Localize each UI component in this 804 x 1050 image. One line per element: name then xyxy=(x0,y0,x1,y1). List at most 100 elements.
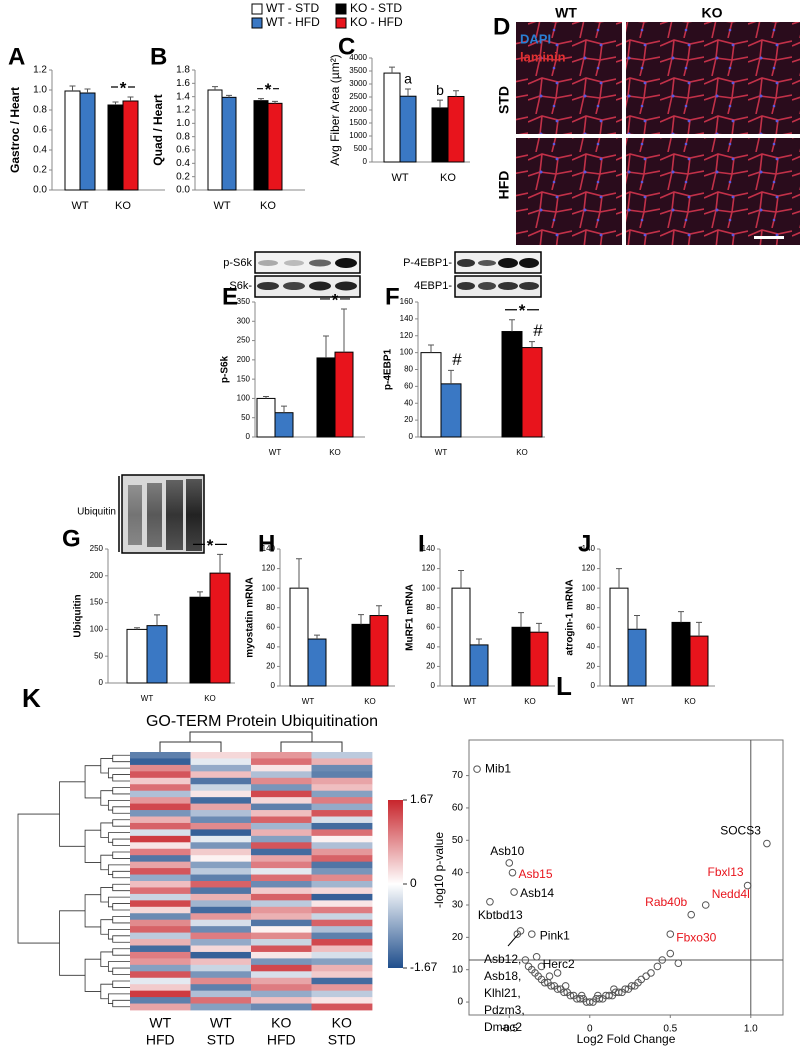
blot-label: P-4EBP1- xyxy=(403,257,452,269)
error-bar xyxy=(323,335,329,358)
y-tick-label: 20 xyxy=(266,662,275,671)
error-bar xyxy=(197,591,203,598)
heatmap-cell xyxy=(130,874,191,882)
dendrogram-branch xyxy=(112,999,130,1008)
dendrogram-branch xyxy=(17,813,60,944)
point xyxy=(528,930,536,938)
blot-frame xyxy=(254,251,361,274)
error-bar xyxy=(476,638,482,645)
heatmap-cell xyxy=(251,984,312,992)
heatmap-cell xyxy=(130,906,191,914)
heatmap-cell xyxy=(130,822,191,830)
blot-band xyxy=(519,282,539,290)
heatmap-cell xyxy=(251,951,312,959)
y-tick-label: 80 xyxy=(404,365,413,374)
bar xyxy=(253,100,269,191)
chart-title: GO-TERM Protein Ubiquitination xyxy=(146,713,378,730)
column-label: KO xyxy=(702,5,723,21)
heatmap-cell xyxy=(130,803,191,811)
x-tick-label: 0 xyxy=(587,1024,593,1035)
heatmap-cell xyxy=(130,977,191,985)
blot-band xyxy=(498,282,518,290)
column-label: WT xyxy=(555,5,577,21)
point-label: Asb15 xyxy=(518,867,552,881)
micrograph xyxy=(626,22,800,134)
heatmap-cell xyxy=(130,855,191,863)
heatmap-cell xyxy=(190,822,252,830)
error-bar xyxy=(458,570,464,589)
dendrogram-branch xyxy=(112,935,130,943)
heatmap-cell xyxy=(311,848,373,856)
y-tick-label: 100 xyxy=(422,583,436,592)
heatmap-cell xyxy=(130,784,191,792)
heatmap-cell xyxy=(130,997,191,1004)
heatmap-cell xyxy=(190,971,252,979)
heatmap-cell xyxy=(311,822,373,830)
heatmap-cell xyxy=(190,945,252,953)
error-bar xyxy=(678,611,684,623)
dendrogram xyxy=(159,731,343,752)
dendrogram-branch xyxy=(100,983,113,1000)
heatmap-cell xyxy=(190,868,252,875)
y-tick-label: 150 xyxy=(237,374,251,383)
panel-letter: H xyxy=(258,530,275,557)
stain-label: DAPI xyxy=(520,31,551,46)
bar xyxy=(351,623,371,687)
y-tick-label: 120 xyxy=(400,331,414,340)
blot-band xyxy=(257,282,279,290)
point xyxy=(674,959,683,968)
dendrogram-branch xyxy=(112,787,130,795)
bar xyxy=(383,72,401,163)
blot-label: p-S6k xyxy=(223,257,252,269)
y-tick-label: 0.0 xyxy=(176,185,190,196)
x-tick-label: KO xyxy=(329,448,341,457)
heatmap-cell xyxy=(251,926,312,933)
blot-lane xyxy=(128,485,142,545)
bar xyxy=(671,621,691,687)
y-tick-label: 80 xyxy=(426,603,435,612)
bar xyxy=(521,347,543,438)
point-label: Fbxl13 xyxy=(708,865,744,879)
heatmap-cell xyxy=(311,803,373,811)
x-tick-label: WT xyxy=(71,200,88,212)
point xyxy=(594,991,602,1000)
y-tick-label: 120 xyxy=(262,564,276,573)
heatmap-cell xyxy=(190,997,252,1004)
heatmap-cell xyxy=(311,977,373,985)
blot-band xyxy=(478,282,496,290)
heatmap-cell xyxy=(311,764,373,772)
heatmap-cell xyxy=(251,752,312,759)
y-tick-label: 0.2 xyxy=(176,171,190,182)
blot-frame xyxy=(254,275,361,298)
panel-letter: K xyxy=(22,683,41,713)
bar xyxy=(207,89,223,191)
panel-letter: G xyxy=(62,525,81,552)
panel-letter: B xyxy=(150,43,167,70)
heatmap-cell xyxy=(311,984,373,992)
heatmap-cell xyxy=(251,906,312,914)
point-label: Kbtbd13 xyxy=(478,908,523,922)
significance-star: * xyxy=(120,78,127,97)
significance-star: * xyxy=(332,290,339,309)
dendrogram-branch xyxy=(107,799,130,811)
error-bar xyxy=(314,634,320,640)
error-bar xyxy=(518,612,524,628)
y-tick-label: 0 xyxy=(246,432,251,441)
heatmap-cell xyxy=(311,829,373,837)
y-tick-label: 80 xyxy=(266,603,275,612)
column-label: WT xyxy=(210,1015,232,1031)
heatmap-cell xyxy=(251,758,312,766)
error-bar xyxy=(389,66,395,74)
blot-band xyxy=(498,258,518,268)
heatmap-cell xyxy=(190,790,252,798)
x-tick-label: WT xyxy=(213,200,230,212)
y-tick-label: 1.8 xyxy=(176,65,190,76)
y-tick-label: 40 xyxy=(426,642,435,651)
column-label: HFD xyxy=(146,1032,175,1048)
colorbar-label: 0 xyxy=(410,876,417,890)
error-bar xyxy=(405,88,411,97)
heatmap-cell xyxy=(130,790,191,798)
micrograph xyxy=(516,22,622,134)
y-tick-label: 0 xyxy=(457,997,463,1008)
bar xyxy=(221,96,237,191)
